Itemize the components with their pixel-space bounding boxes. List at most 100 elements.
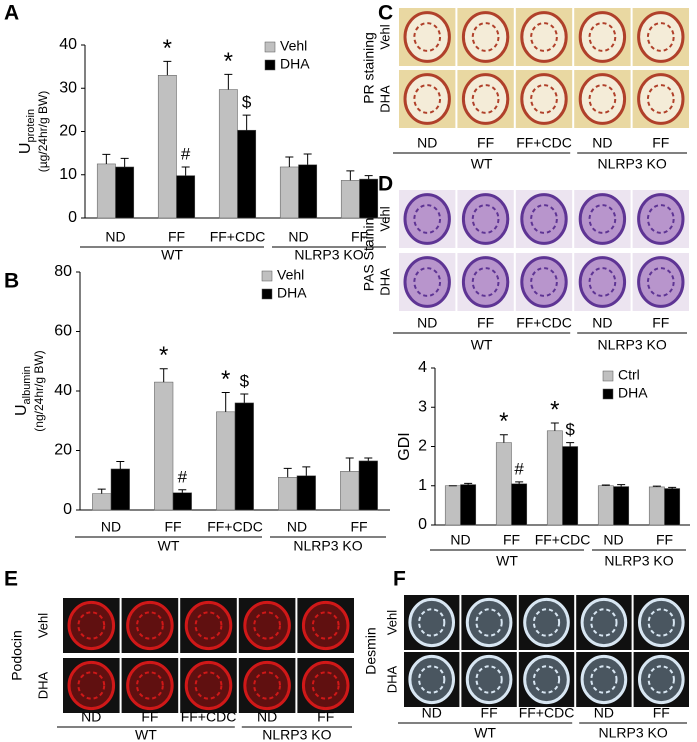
- column-label: FF: [317, 709, 334, 725]
- column-label: FF+CDC: [516, 135, 572, 151]
- y-axis-label: Uprotein: [17, 109, 37, 154]
- glomerulus-core: [588, 84, 617, 114]
- significance-mark: *: [221, 366, 230, 393]
- glomerulus-core: [530, 22, 558, 52]
- error-bar: [345, 457, 354, 472]
- group-label: WT: [474, 725, 496, 741]
- glomerulus-core: [471, 84, 500, 114]
- glomerulus-core: [471, 22, 500, 52]
- x-tick-label: FF: [351, 229, 368, 245]
- x-tick-label: ND: [101, 519, 121, 535]
- group-label: WT: [471, 337, 493, 353]
- bar: [172, 492, 192, 511]
- glomerulus: [408, 597, 456, 648]
- group-label: NLRP3 KO: [598, 725, 667, 741]
- legend-label: Ctrl: [618, 367, 640, 383]
- glomerulus: [578, 73, 627, 125]
- glomerulus-core: [647, 608, 675, 637]
- glomerulus: [578, 11, 627, 63]
- glomerulus: [465, 597, 513, 648]
- x-tick-label: FF+CDC: [210, 229, 266, 245]
- bar: [546, 430, 563, 526]
- x-tick-label: FF: [168, 229, 185, 245]
- glomerulus: [578, 256, 627, 308]
- bar: [157, 75, 177, 219]
- y-axis-unit: (µg/24hr/g BW): [36, 91, 50, 173]
- glomerulus-core: [471, 267, 500, 297]
- bar: [444, 485, 461, 526]
- bar: [278, 477, 298, 511]
- error-bar: [285, 156, 294, 167]
- group-label: WT: [158, 538, 180, 554]
- x-tick-label: ND: [287, 519, 307, 535]
- y-label-sub: albumin: [21, 366, 33, 405]
- significance-mark: #: [178, 467, 188, 486]
- bar: [154, 381, 174, 511]
- glomerulus-core: [530, 267, 558, 297]
- glomerulus: [520, 256, 568, 308]
- glomerulus: [461, 73, 510, 125]
- x-tick-label: FF: [503, 532, 520, 548]
- column-label: FF: [652, 315, 669, 331]
- error-bar: [102, 153, 111, 164]
- x-tick-label: ND: [450, 532, 470, 548]
- glomerulus-core: [530, 84, 558, 114]
- glomerulus-core: [413, 267, 442, 297]
- y-axis-label: GDI: [396, 432, 413, 460]
- error-bar: [116, 461, 125, 469]
- legend-swatch: [602, 370, 614, 382]
- group-label: WT: [135, 727, 157, 742]
- glomerulus-core: [530, 204, 558, 234]
- column-label: FF: [653, 705, 670, 721]
- glomerulus-core: [475, 608, 503, 637]
- bar: [176, 175, 196, 219]
- glomerulus-core: [590, 608, 618, 637]
- glomerulus: [465, 654, 513, 705]
- glomerulus: [580, 654, 628, 705]
- row-label: DHA: [377, 85, 392, 113]
- glomerulus: [580, 597, 628, 648]
- glomerulus: [520, 73, 568, 125]
- group-label: NLRP3 KO: [604, 553, 673, 569]
- x-tick-label: FF+CDC: [535, 532, 591, 548]
- stain-label: Desmin: [363, 627, 379, 674]
- bar: [358, 460, 378, 511]
- glomerulus-core: [646, 204, 675, 234]
- glomerulus: [67, 660, 116, 711]
- x-tick-label: ND: [603, 532, 623, 548]
- y-axis-unit: (ng/24hr/g BW): [32, 350, 46, 431]
- y-tick-label: 60: [54, 323, 72, 340]
- y-tick-label: 20: [59, 123, 77, 140]
- bar: [460, 484, 477, 526]
- significance-mark: #: [181, 144, 191, 163]
- glomerulus-core: [471, 204, 500, 234]
- column-label: FF: [477, 315, 494, 331]
- significance-mark: *: [550, 396, 559, 423]
- panel-letter: F: [393, 568, 406, 591]
- column-label: ND: [592, 135, 612, 151]
- row-label: DHA: [377, 268, 392, 296]
- group-label: WT: [496, 553, 518, 569]
- glomerulus: [637, 73, 685, 125]
- legend-swatch: [264, 59, 276, 71]
- y-tick-label: 2: [418, 438, 427, 455]
- error-bar: [550, 422, 559, 431]
- glomerulus-core: [418, 665, 446, 694]
- legend-swatch: [261, 288, 273, 300]
- glomerulus: [301, 660, 350, 711]
- glomerulus: [461, 11, 510, 63]
- glomerulus: [403, 73, 451, 125]
- error-bar: [617, 484, 626, 487]
- glomerulus-core: [194, 671, 223, 700]
- glomerulus: [408, 654, 456, 705]
- column-label: FF+CDC: [181, 709, 237, 725]
- error-bar: [178, 489, 187, 493]
- group-label: WT: [471, 156, 493, 172]
- glomerulus: [637, 654, 685, 705]
- legend-label: Vehl: [280, 38, 307, 54]
- bar: [96, 163, 116, 219]
- glomerulus: [243, 660, 291, 711]
- group-label: NLRP3 KO: [262, 727, 331, 742]
- glomerulus-core: [588, 22, 617, 52]
